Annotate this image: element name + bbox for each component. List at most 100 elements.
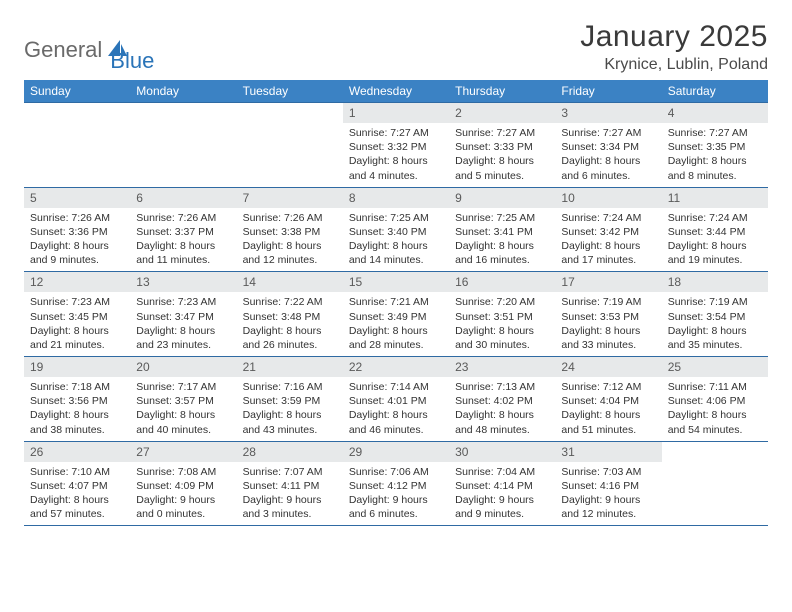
calendar-day-cell: 3Sunrise: 7:27 AMSunset: 3:34 PMDaylight…: [555, 103, 661, 188]
day-details: Sunrise: 7:07 AMSunset: 4:11 PMDaylight:…: [237, 462, 343, 526]
day-number: 22: [343, 357, 449, 377]
day-details: Sunrise: 7:24 AMSunset: 3:42 PMDaylight:…: [555, 208, 661, 272]
day-details: Sunrise: 7:27 AMSunset: 3:34 PMDaylight:…: [555, 123, 661, 187]
day-number: 11: [662, 188, 768, 208]
day-number: 29: [343, 442, 449, 462]
calendar-day-cell: 20Sunrise: 7:17 AMSunset: 3:57 PMDayligh…: [130, 357, 236, 442]
day-details: Sunrise: 7:26 AMSunset: 3:37 PMDaylight:…: [130, 208, 236, 272]
day-details: Sunrise: 7:03 AMSunset: 4:16 PMDaylight:…: [555, 462, 661, 526]
day-number: 23: [449, 357, 555, 377]
calendar-table: Sunday Monday Tuesday Wednesday Thursday…: [24, 80, 768, 526]
day-number: 3: [555, 103, 661, 123]
calendar-day-cell: 11Sunrise: 7:24 AMSunset: 3:44 PMDayligh…: [662, 187, 768, 272]
day-number: 16: [449, 272, 555, 292]
weekday-header: Friday: [555, 80, 661, 103]
calendar-day-cell: 31Sunrise: 7:03 AMSunset: 4:16 PMDayligh…: [555, 441, 661, 526]
day-number: 25: [662, 357, 768, 377]
day-details: Sunrise: 7:25 AMSunset: 3:41 PMDaylight:…: [449, 208, 555, 272]
calendar-day-cell: 6Sunrise: 7:26 AMSunset: 3:37 PMDaylight…: [130, 187, 236, 272]
calendar-day-cell: 7Sunrise: 7:26 AMSunset: 3:38 PMDaylight…: [237, 187, 343, 272]
calendar-day-cell: 28Sunrise: 7:07 AMSunset: 4:11 PMDayligh…: [237, 441, 343, 526]
day-details: Sunrise: 7:21 AMSunset: 3:49 PMDaylight:…: [343, 292, 449, 356]
location: Krynice, Lublin, Poland: [580, 56, 768, 74]
day-number: 2: [449, 103, 555, 123]
day-details: [662, 462, 768, 512]
calendar-day-cell: 8Sunrise: 7:25 AMSunset: 3:40 PMDaylight…: [343, 187, 449, 272]
calendar-day-cell: 2Sunrise: 7:27 AMSunset: 3:33 PMDaylight…: [449, 103, 555, 188]
calendar-day-cell: 14Sunrise: 7:22 AMSunset: 3:48 PMDayligh…: [237, 272, 343, 357]
day-number: [24, 103, 130, 123]
logo-text-general: General: [24, 37, 102, 63]
day-details: Sunrise: 7:12 AMSunset: 4:04 PMDaylight:…: [555, 377, 661, 441]
title-block: January 2025 Krynice, Lublin, Poland: [580, 20, 768, 74]
day-number: 21: [237, 357, 343, 377]
day-details: Sunrise: 7:16 AMSunset: 3:59 PMDaylight:…: [237, 377, 343, 441]
weekday-header: Sunday: [24, 80, 130, 103]
calendar-day-cell: 4Sunrise: 7:27 AMSunset: 3:35 PMDaylight…: [662, 103, 768, 188]
calendar-day-cell: 26Sunrise: 7:10 AMSunset: 4:07 PMDayligh…: [24, 441, 130, 526]
calendar-day-cell: 9Sunrise: 7:25 AMSunset: 3:41 PMDaylight…: [449, 187, 555, 272]
calendar-day-cell: 12Sunrise: 7:23 AMSunset: 3:45 PMDayligh…: [24, 272, 130, 357]
calendar-week-row: 1Sunrise: 7:27 AMSunset: 3:32 PMDaylight…: [24, 103, 768, 188]
day-number: 1: [343, 103, 449, 123]
day-details: Sunrise: 7:22 AMSunset: 3:48 PMDaylight:…: [237, 292, 343, 356]
calendar-day-cell: 25Sunrise: 7:11 AMSunset: 4:06 PMDayligh…: [662, 357, 768, 442]
day-number: 8: [343, 188, 449, 208]
calendar-day-cell: [130, 103, 236, 188]
day-number: 31: [555, 442, 661, 462]
calendar-week-row: 19Sunrise: 7:18 AMSunset: 3:56 PMDayligh…: [24, 357, 768, 442]
day-number: 13: [130, 272, 236, 292]
day-number: 24: [555, 357, 661, 377]
day-details: Sunrise: 7:23 AMSunset: 3:45 PMDaylight:…: [24, 292, 130, 356]
calendar-day-cell: 29Sunrise: 7:06 AMSunset: 4:12 PMDayligh…: [343, 441, 449, 526]
calendar-day-cell: 5Sunrise: 7:26 AMSunset: 3:36 PMDaylight…: [24, 187, 130, 272]
day-details: Sunrise: 7:26 AMSunset: 3:36 PMDaylight:…: [24, 208, 130, 272]
calendar-day-cell: 24Sunrise: 7:12 AMSunset: 4:04 PMDayligh…: [555, 357, 661, 442]
day-details: Sunrise: 7:08 AMSunset: 4:09 PMDaylight:…: [130, 462, 236, 526]
calendar-day-cell: [662, 441, 768, 526]
day-details: Sunrise: 7:25 AMSunset: 3:40 PMDaylight:…: [343, 208, 449, 272]
calendar-day-cell: 13Sunrise: 7:23 AMSunset: 3:47 PMDayligh…: [130, 272, 236, 357]
calendar-day-cell: 16Sunrise: 7:20 AMSunset: 3:51 PMDayligh…: [449, 272, 555, 357]
day-details: Sunrise: 7:11 AMSunset: 4:06 PMDaylight:…: [662, 377, 768, 441]
day-number: 7: [237, 188, 343, 208]
calendar-day-cell: 21Sunrise: 7:16 AMSunset: 3:59 PMDayligh…: [237, 357, 343, 442]
day-number: 4: [662, 103, 768, 123]
calendar-day-cell: 1Sunrise: 7:27 AMSunset: 3:32 PMDaylight…: [343, 103, 449, 188]
day-number: 9: [449, 188, 555, 208]
day-number: 5: [24, 188, 130, 208]
day-number: 30: [449, 442, 555, 462]
day-number: 19: [24, 357, 130, 377]
day-number: 14: [237, 272, 343, 292]
calendar-day-cell: 30Sunrise: 7:04 AMSunset: 4:14 PMDayligh…: [449, 441, 555, 526]
calendar-day-cell: 15Sunrise: 7:21 AMSunset: 3:49 PMDayligh…: [343, 272, 449, 357]
calendar-day-cell: 23Sunrise: 7:13 AMSunset: 4:02 PMDayligh…: [449, 357, 555, 442]
calendar-week-row: 26Sunrise: 7:10 AMSunset: 4:07 PMDayligh…: [24, 441, 768, 526]
weekday-header-row: Sunday Monday Tuesday Wednesday Thursday…: [24, 80, 768, 103]
calendar-day-cell: 22Sunrise: 7:14 AMSunset: 4:01 PMDayligh…: [343, 357, 449, 442]
calendar-day-cell: 27Sunrise: 7:08 AMSunset: 4:09 PMDayligh…: [130, 441, 236, 526]
calendar-week-row: 5Sunrise: 7:26 AMSunset: 3:36 PMDaylight…: [24, 187, 768, 272]
calendar-week-row: 12Sunrise: 7:23 AMSunset: 3:45 PMDayligh…: [24, 272, 768, 357]
day-number: 15: [343, 272, 449, 292]
calendar-page: General Blue January 2025 Krynice, Lubli…: [0, 0, 792, 536]
weekday-header: Tuesday: [237, 80, 343, 103]
day-details: Sunrise: 7:20 AMSunset: 3:51 PMDaylight:…: [449, 292, 555, 356]
day-number: 27: [130, 442, 236, 462]
calendar-day-cell: 17Sunrise: 7:19 AMSunset: 3:53 PMDayligh…: [555, 272, 661, 357]
day-details: Sunrise: 7:27 AMSunset: 3:32 PMDaylight:…: [343, 123, 449, 187]
weekday-header: Thursday: [449, 80, 555, 103]
day-details: [24, 123, 130, 173]
day-details: Sunrise: 7:10 AMSunset: 4:07 PMDaylight:…: [24, 462, 130, 526]
day-number: 26: [24, 442, 130, 462]
day-number: 28: [237, 442, 343, 462]
weekday-header: Monday: [130, 80, 236, 103]
day-number: 17: [555, 272, 661, 292]
day-details: Sunrise: 7:27 AMSunset: 3:33 PMDaylight:…: [449, 123, 555, 187]
header: General Blue January 2025 Krynice, Lubli…: [24, 20, 768, 74]
logo-text-blue: Blue: [110, 48, 154, 74]
day-number: 10: [555, 188, 661, 208]
logo: General Blue: [24, 20, 154, 74]
calendar-day-cell: [237, 103, 343, 188]
day-details: Sunrise: 7:26 AMSunset: 3:38 PMDaylight:…: [237, 208, 343, 272]
